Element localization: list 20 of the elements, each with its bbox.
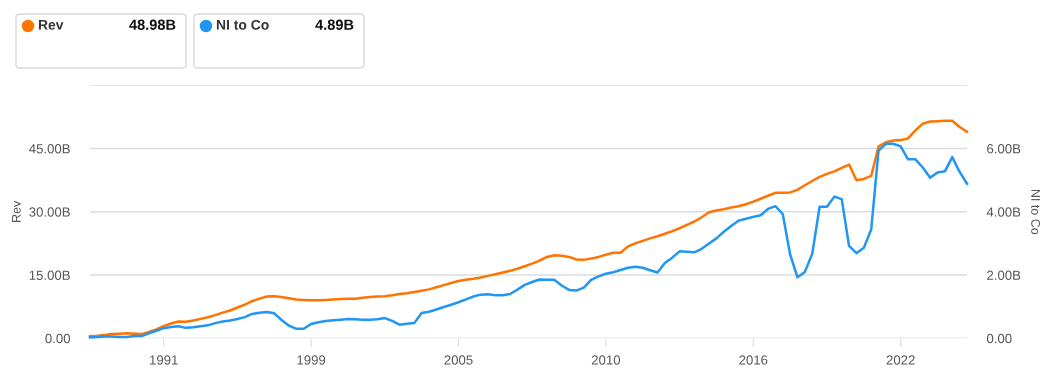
y2-tick-label: 4.00B — [986, 207, 1021, 217]
legend-label: NI to Co — [216, 19, 269, 30]
y2-tick-label: 0.00 — [986, 333, 1012, 344]
x-tick-label: 2016 — [739, 355, 768, 365]
y2-axis-title: NI to Co — [1031, 189, 1041, 235]
y2-tick-label: 2.00B — [987, 270, 1021, 280]
y2-tick-label: 6.00B — [987, 144, 1021, 154]
x-tick-label: 1999 — [297, 355, 326, 365]
legend-label: Rev — [38, 20, 64, 30]
x-tick-label: 2005 — [444, 355, 473, 365]
x-tick-label: 2010 — [591, 355, 621, 365]
x-tick-label: 1991 — [150, 355, 178, 365]
x-tick-label: 2022 — [886, 355, 915, 365]
text: 4.89B — [315, 19, 354, 30]
y-tick-label: 45.00B — [29, 144, 70, 154]
y-axis-title: Rev — [11, 200, 21, 222]
y-tick-label: 15.00B — [29, 270, 70, 280]
text: 48.98B — [129, 19, 176, 30]
y-tick-label: 0.00 — [45, 333, 71, 344]
y-tick-label: 30.00B — [29, 207, 70, 217]
